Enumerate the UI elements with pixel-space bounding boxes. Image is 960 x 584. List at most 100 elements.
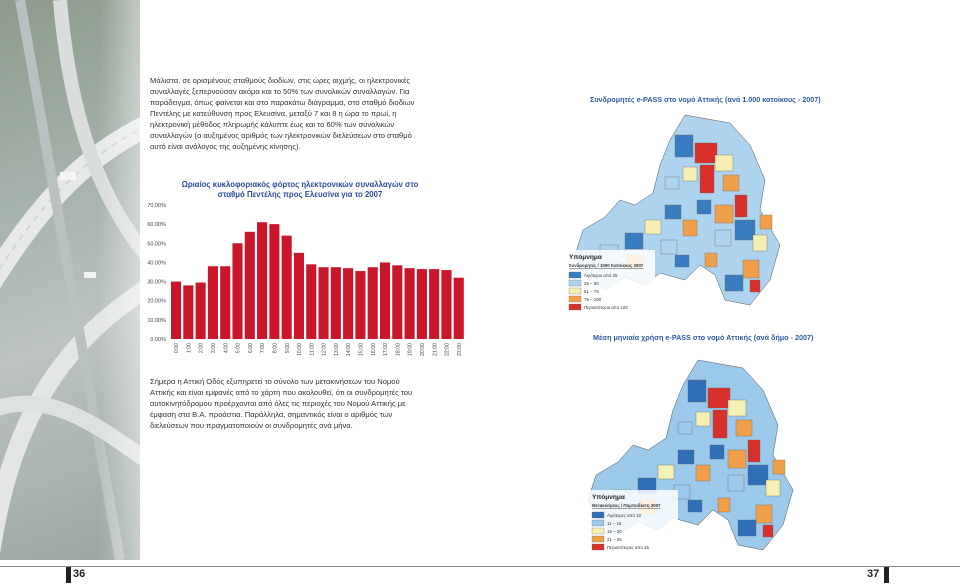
y-tick-label: 60.00% [147, 222, 166, 228]
map-municipality [682, 166, 698, 182]
x-tick-label: 2:00 [199, 343, 205, 353]
bar [281, 235, 292, 339]
map-municipality [664, 204, 682, 220]
bar [416, 269, 427, 339]
monthly-usage-map: Υπόμνημα Μετακινήσεις / Πομποδέκτη 2007 Λι… [587, 359, 794, 556]
map-municipality [724, 274, 744, 292]
x-tick-label: 1:00 [186, 343, 192, 353]
bar [330, 267, 341, 339]
x-tick-label: 17:00 [383, 343, 389, 356]
map-municipality [624, 232, 644, 250]
legend-label: Περισσότεροι από 100 [584, 305, 628, 310]
x-tick-label: 5:00 [236, 343, 242, 353]
map-municipality [714, 154, 734, 172]
map-top-title: Συνδρομητές e-PASS στο νομό Αττικής (ανά… [590, 95, 821, 104]
footer-rule [0, 566, 960, 567]
map-municipality [712, 409, 728, 439]
map-municipality [664, 176, 680, 190]
bar [367, 267, 378, 339]
legend-swatch [591, 543, 605, 551]
map-municipality [714, 229, 732, 247]
map-municipality [752, 234, 768, 252]
map-municipality [734, 194, 748, 218]
x-tick-label: 18:00 [395, 343, 401, 356]
legend-swatch [568, 279, 582, 287]
y-tick-label: 30.00% [147, 280, 166, 286]
legend-subheading: Συνδρομητές / 1000 Κατοίκους 2007 [569, 263, 644, 268]
map-municipality [747, 439, 761, 463]
map-municipality [747, 464, 769, 486]
bar [306, 264, 317, 339]
bar [183, 285, 194, 339]
map-municipality [765, 479, 781, 497]
legend-subheading: Μετακινήσεις / Πομποδέκτη 2007 [592, 503, 661, 508]
legend-swatch [568, 295, 582, 303]
map-municipality [674, 254, 690, 268]
map-municipality [709, 444, 725, 460]
page-marker-left [66, 567, 71, 583]
bar [404, 268, 415, 339]
map-municipality [734, 219, 756, 241]
map-municipality [772, 459, 786, 475]
x-tick-label: 11:00 [309, 343, 315, 356]
bar [392, 265, 403, 339]
map-municipality [735, 419, 753, 437]
map-municipality [742, 259, 760, 279]
intro-paragraph: Μάλιστα, σε ορισμένους σταθμούς διοδίων,… [150, 76, 415, 151]
subscribers-map: Υπόμνημα Συνδρομητές / 1000 Κατοίκους 200… [565, 114, 781, 316]
y-tick-label: 20.00% [147, 299, 166, 305]
x-tick-label: 20:00 [420, 343, 426, 356]
map-municipality [696, 199, 712, 215]
chart-title: Ωριαίος κυκλοφοριακός φόρτος ηλεκτρονικώ… [181, 180, 419, 199]
map-municipality [714, 204, 734, 224]
map-municipality [687, 379, 707, 403]
legend-swatch [568, 303, 582, 311]
x-tick-label: 4:00 [223, 343, 229, 353]
legend-swatch [591, 519, 605, 527]
x-tick-label: 16:00 [371, 343, 377, 356]
x-tick-label: 6:00 [248, 343, 254, 353]
bar [441, 270, 452, 339]
bar [207, 266, 218, 339]
bar [220, 266, 231, 339]
legend-label: Περισσότερες από 25 [607, 545, 650, 550]
x-tick-label: 3:00 [211, 343, 217, 353]
page-number-right: 37 [867, 568, 880, 580]
legend-heading: Υπόμνημα [592, 494, 625, 501]
bar [244, 231, 255, 339]
legend-swatch [591, 535, 605, 543]
legend-label: 21 – 25 [607, 537, 622, 542]
x-tick-label: 0:00 [174, 343, 180, 353]
legend-label: 11 – 15 [607, 521, 622, 526]
bar [343, 268, 354, 339]
map-municipality [674, 134, 694, 158]
bar [269, 224, 280, 339]
closing-paragraph: Σήμερα η Αττική Οδός εξυπηρετεί το σύνολ… [150, 377, 413, 430]
x-tick-label: 13:00 [334, 343, 340, 356]
y-tick-label: 70.00% [147, 203, 166, 209]
x-tick-label: 19:00 [408, 343, 414, 356]
x-tick-label: 7:00 [260, 343, 266, 353]
bar [318, 267, 329, 339]
y-tick-label: 10.00% [147, 318, 166, 324]
map-municipality [727, 449, 747, 469]
y-tick-label: 0.00% [150, 337, 166, 343]
y-tick-label: 50.00% [147, 241, 166, 247]
legend-swatch [568, 287, 582, 295]
bar [257, 222, 268, 339]
page-marker-right [884, 567, 889, 583]
map-municipality [660, 239, 678, 255]
map-bottom-title: Μέση μηνιαία χρήση e-PASS στο νομό Αττικ… [593, 333, 814, 342]
legend-label: 76 – 100 [584, 297, 602, 302]
bar [453, 277, 464, 339]
map-municipality [695, 411, 711, 427]
x-tick-label: 15:00 [359, 343, 365, 356]
map-municipality [749, 279, 761, 293]
map-municipality [695, 464, 711, 482]
x-tick-label: 9:00 [285, 343, 291, 353]
map-municipality [707, 387, 731, 409]
x-tick-label: 10:00 [297, 343, 303, 356]
map-municipality [682, 219, 698, 237]
map-municipality [687, 499, 703, 513]
map-municipality [762, 524, 774, 538]
